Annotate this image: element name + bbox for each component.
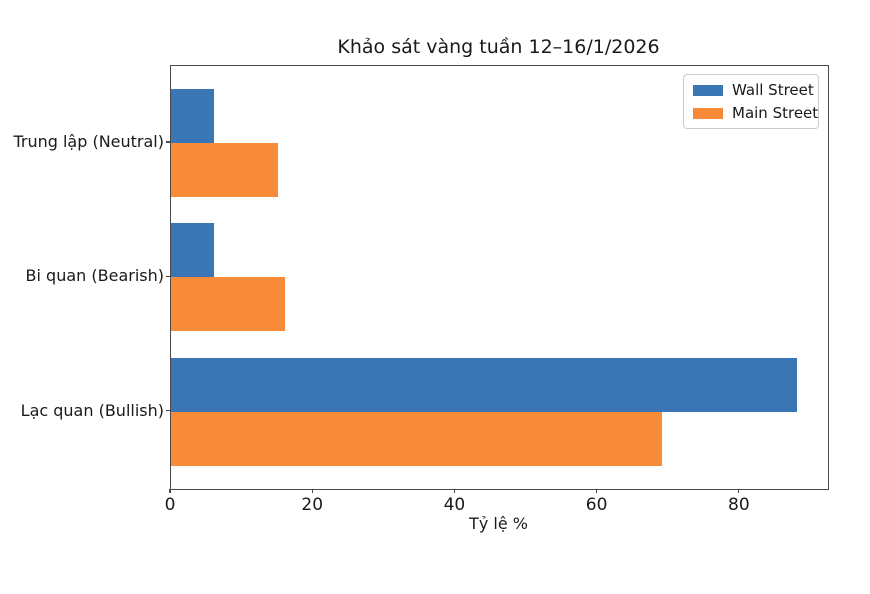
y-tick-label: Trung lập (Neutral) xyxy=(13,132,164,151)
bar-main-street-0 xyxy=(171,143,278,197)
x-tick-mark xyxy=(738,489,740,493)
chart-title: Khảo sát vàng tuần 12–16/1/2026 xyxy=(337,36,660,58)
y-tick-label: Bi quan (Bearish) xyxy=(25,266,164,286)
y-tick-mark xyxy=(166,141,170,143)
y-tick-label: Lạc quan (Bullish) xyxy=(20,400,164,420)
bar-wall-street-1 xyxy=(171,223,214,278)
x-tick-label: 40 xyxy=(443,495,466,515)
legend-item-wall-street: Wall Street xyxy=(693,81,814,99)
x-tick-label: 60 xyxy=(585,495,608,515)
wall-street-swatch-icon xyxy=(693,84,723,96)
plot-area xyxy=(170,65,829,490)
legend-label: Wall Street xyxy=(732,81,814,99)
bar-wall-street-0 xyxy=(171,89,214,143)
bar-wall-street-2 xyxy=(171,357,797,412)
x-tick-mark xyxy=(169,489,171,493)
x-tick-mark xyxy=(596,489,598,493)
bar-main-street-1 xyxy=(171,277,285,332)
bar-main-street-2 xyxy=(171,411,662,466)
x-tick-label: 0 xyxy=(164,495,176,515)
x-tick-mark xyxy=(453,489,455,493)
main-street-swatch-icon xyxy=(693,107,723,119)
x-axis-label: Tỷ lệ % xyxy=(469,514,528,533)
x-tick-mark xyxy=(311,489,313,493)
x-tick-label: 20 xyxy=(301,495,324,515)
legend-item-main-street: Main Street xyxy=(693,104,818,122)
x-tick-label: 80 xyxy=(728,495,750,515)
y-tick-mark xyxy=(166,410,170,412)
legend-label: Main Street xyxy=(732,104,819,122)
legend: Wall Street Main Street xyxy=(683,74,819,129)
y-tick-mark xyxy=(166,275,170,277)
